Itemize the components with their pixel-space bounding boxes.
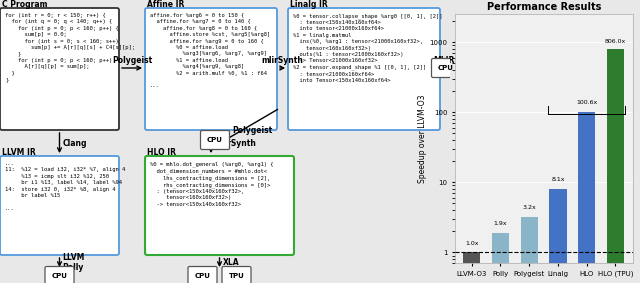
FancyBboxPatch shape	[145, 156, 294, 255]
Y-axis label: Speedup over LLVM-O3: Speedup over LLVM-O3	[417, 95, 427, 183]
FancyBboxPatch shape	[0, 8, 119, 130]
Bar	[520, 217, 538, 283]
Text: CPU: CPU	[207, 137, 223, 143]
Text: 100.6x: 100.6x	[576, 100, 597, 105]
Text: 1.9x: 1.9x	[493, 221, 508, 226]
FancyBboxPatch shape	[288, 8, 440, 130]
Text: Affine IR: Affine IR	[147, 0, 184, 9]
FancyBboxPatch shape	[222, 267, 251, 283]
Text: 806.0x: 806.0x	[605, 39, 626, 44]
Text: CPU: CPU	[195, 273, 211, 279]
Text: HLO IR: HLO IR	[147, 148, 176, 157]
Text: CPU: CPU	[438, 65, 454, 71]
FancyBboxPatch shape	[0, 156, 119, 255]
Text: CPU: CPU	[52, 273, 67, 279]
Bar	[492, 233, 509, 283]
Text: C Program: C Program	[2, 0, 47, 9]
Text: 8.1x: 8.1x	[551, 177, 564, 182]
FancyBboxPatch shape	[200, 130, 230, 149]
Text: affine.for %arg6 = 0 to 150 {
  affine.for %arg7 = 0 to 140 {
    affine.for %ar: affine.for %arg6 = 0 to 150 { affine.for…	[150, 13, 270, 88]
Text: Polygeist: Polygeist	[232, 126, 272, 135]
Text: %0 = mhlo.dot_general (%arg0, %arg1) {
  dot_dimension_numbers = #mhlo.dot<
    : %0 = mhlo.dot_general (%arg0, %arg1) { d…	[150, 161, 273, 207]
FancyBboxPatch shape	[188, 267, 217, 283]
Bar	[607, 49, 624, 283]
Title: Performance Results: Performance Results	[487, 2, 601, 12]
Text: mlirSynth: mlirSynth	[262, 56, 303, 65]
Text: LLVM IR: LLVM IR	[2, 148, 36, 157]
FancyBboxPatch shape	[45, 267, 74, 283]
FancyBboxPatch shape	[145, 8, 277, 130]
Text: ...
11:  %12 = load i32, i32* %7, align 4
     %13 = icmp slt i32 %12, 250
     : ... 11: %12 = load i32, i32* %7, align 4…	[5, 161, 125, 211]
Text: Polygeist: Polygeist	[112, 56, 152, 65]
Bar	[463, 252, 481, 283]
Text: TPU: TPU	[228, 273, 244, 279]
Text: LLVM
Polly: LLVM Polly	[63, 253, 85, 272]
Text: Clang: Clang	[63, 138, 87, 147]
Text: XLA: XLA	[223, 258, 239, 267]
Text: Linalg IR: Linalg IR	[290, 0, 328, 9]
Text: %0 = tensor.collapse_shape %arg0 [[0, 1], [2]]
  : tensor<150x140x160xf64>
  int: %0 = tensor.collapse_shape %arg0 [[0, 1]…	[293, 13, 442, 83]
Bar	[549, 189, 566, 283]
FancyBboxPatch shape	[431, 59, 461, 78]
Text: 1.0x: 1.0x	[465, 241, 479, 246]
Text: mlirSynth: mlirSynth	[214, 138, 256, 147]
Text: for (int r = 0; r < 150; r++) {
  for (int q = 0; q < 140; q++) {
    for (int p: for (int r = 0; r < 150; r++) { for (int…	[5, 13, 135, 82]
Text: MLIR: MLIR	[433, 56, 454, 65]
Bar	[578, 112, 595, 283]
Text: 3.2x: 3.2x	[522, 205, 536, 210]
